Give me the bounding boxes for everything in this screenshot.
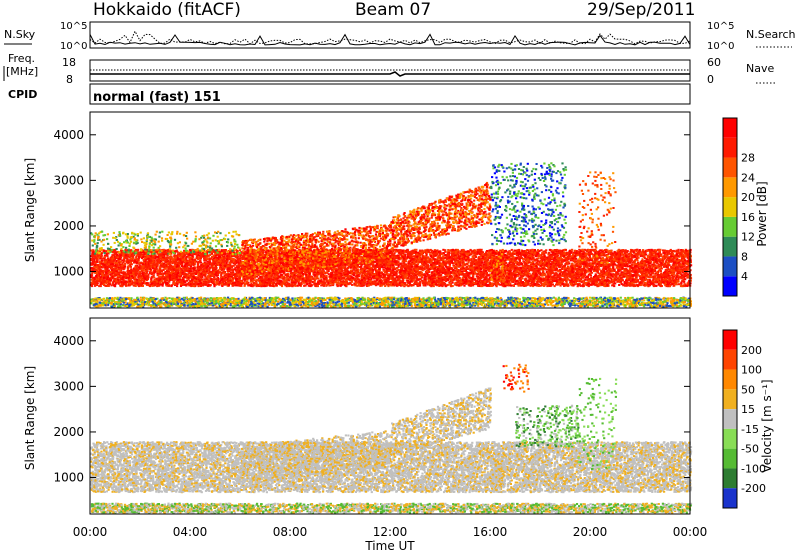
echo-cell [328, 273, 330, 275]
echo-cell [200, 285, 202, 287]
echo-cell [183, 250, 185, 252]
echo-cell [162, 285, 164, 287]
echo-cell [294, 285, 296, 287]
echo-cell [599, 249, 601, 251]
freq-series [90, 72, 690, 76]
echo-cell [351, 284, 353, 286]
freq-tick-18: 18 [62, 56, 76, 69]
echo-cell [253, 282, 255, 284]
echo-cell [384, 267, 386, 269]
noise-panel: N.Sky 10^5 10^0 10^5 10^0 N.Search [4, 21, 796, 52]
nave-label: Nave [746, 62, 774, 75]
n-search-label: N.Search [746, 28, 796, 41]
cpid-label: CPID [8, 88, 37, 101]
noise-top-tick-right: 10^5 [707, 21, 734, 32]
echo-cell [505, 250, 507, 252]
echo-cell [203, 259, 205, 261]
nave-tick-60: 60 [707, 56, 721, 69]
cpid-panel: CPID normal (fast) 151 [8, 84, 690, 105]
freq-panel: Freq. [MHz] 18 8 60 0 Nave [4, 52, 776, 86]
echo-cell [407, 277, 409, 279]
echo-cell [201, 278, 203, 280]
echo-cell [284, 277, 286, 279]
echo-cell [611, 255, 613, 257]
freq-label: Freq. [8, 52, 35, 65]
n-sky-label: N.Sky [4, 28, 36, 41]
echo-cell [224, 253, 226, 255]
echo-cell [622, 267, 624, 269]
echo-cell [230, 271, 232, 273]
echo-cell [655, 285, 657, 287]
echo-cell [221, 249, 223, 251]
echo-cell [485, 270, 487, 272]
echo-cell [651, 249, 653, 251]
echo-cell [575, 282, 577, 284]
echo-cell [680, 285, 682, 287]
echo-cell [571, 249, 573, 251]
echo-cell [518, 285, 520, 287]
freq-tick-8: 8 [66, 73, 73, 86]
echo-cell [421, 280, 423, 282]
freq-unit-label: [MHz] [6, 65, 38, 78]
nave-tick-0: 0 [707, 73, 714, 86]
echo-cell [341, 270, 343, 272]
cpid-value: normal (fast) 151 [93, 90, 221, 105]
echo-cell [588, 280, 590, 282]
echo-cell [325, 275, 327, 277]
echo-cell [645, 278, 647, 280]
echo-cell [174, 250, 176, 252]
noise-bottom-tick-left: 10^0 [60, 41, 87, 52]
noise-search-series [90, 31, 690, 44]
echo-cell [564, 270, 566, 272]
noise-bottom-tick-right: 10^0 [707, 41, 734, 52]
noise-top-tick-left: 10^5 [60, 21, 87, 32]
power-heatmap [90, 162, 692, 307]
echo-cell [576, 275, 578, 277]
echo-cell [584, 249, 586, 251]
echo-cell [398, 269, 400, 271]
